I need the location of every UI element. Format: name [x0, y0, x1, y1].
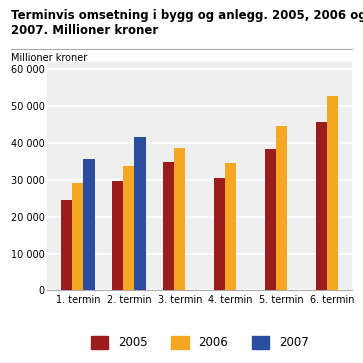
Bar	[327, 95, 338, 290]
Bar	[265, 150, 276, 290]
Bar	[61, 200, 72, 290]
Bar	[276, 126, 287, 290]
Text: Terminvis omsetning i bygg og anlegg. 2005, 2006 og: Terminvis omsetning i bygg og anlegg. 20…	[11, 9, 363, 22]
Bar	[72, 183, 83, 290]
Text: Millioner kroner: Millioner kroner	[11, 53, 87, 63]
Bar	[83, 159, 95, 290]
Bar	[134, 137, 146, 290]
Text: 2007. Millioner kroner: 2007. Millioner kroner	[11, 24, 158, 37]
Bar	[214, 178, 225, 290]
Bar	[112, 181, 123, 290]
Legend: 2005, 2006, 2007: 2005, 2006, 2007	[87, 333, 312, 353]
Bar	[174, 148, 185, 290]
Bar	[163, 162, 174, 290]
Bar	[123, 166, 134, 290]
Bar	[316, 122, 327, 290]
Bar	[225, 163, 236, 290]
